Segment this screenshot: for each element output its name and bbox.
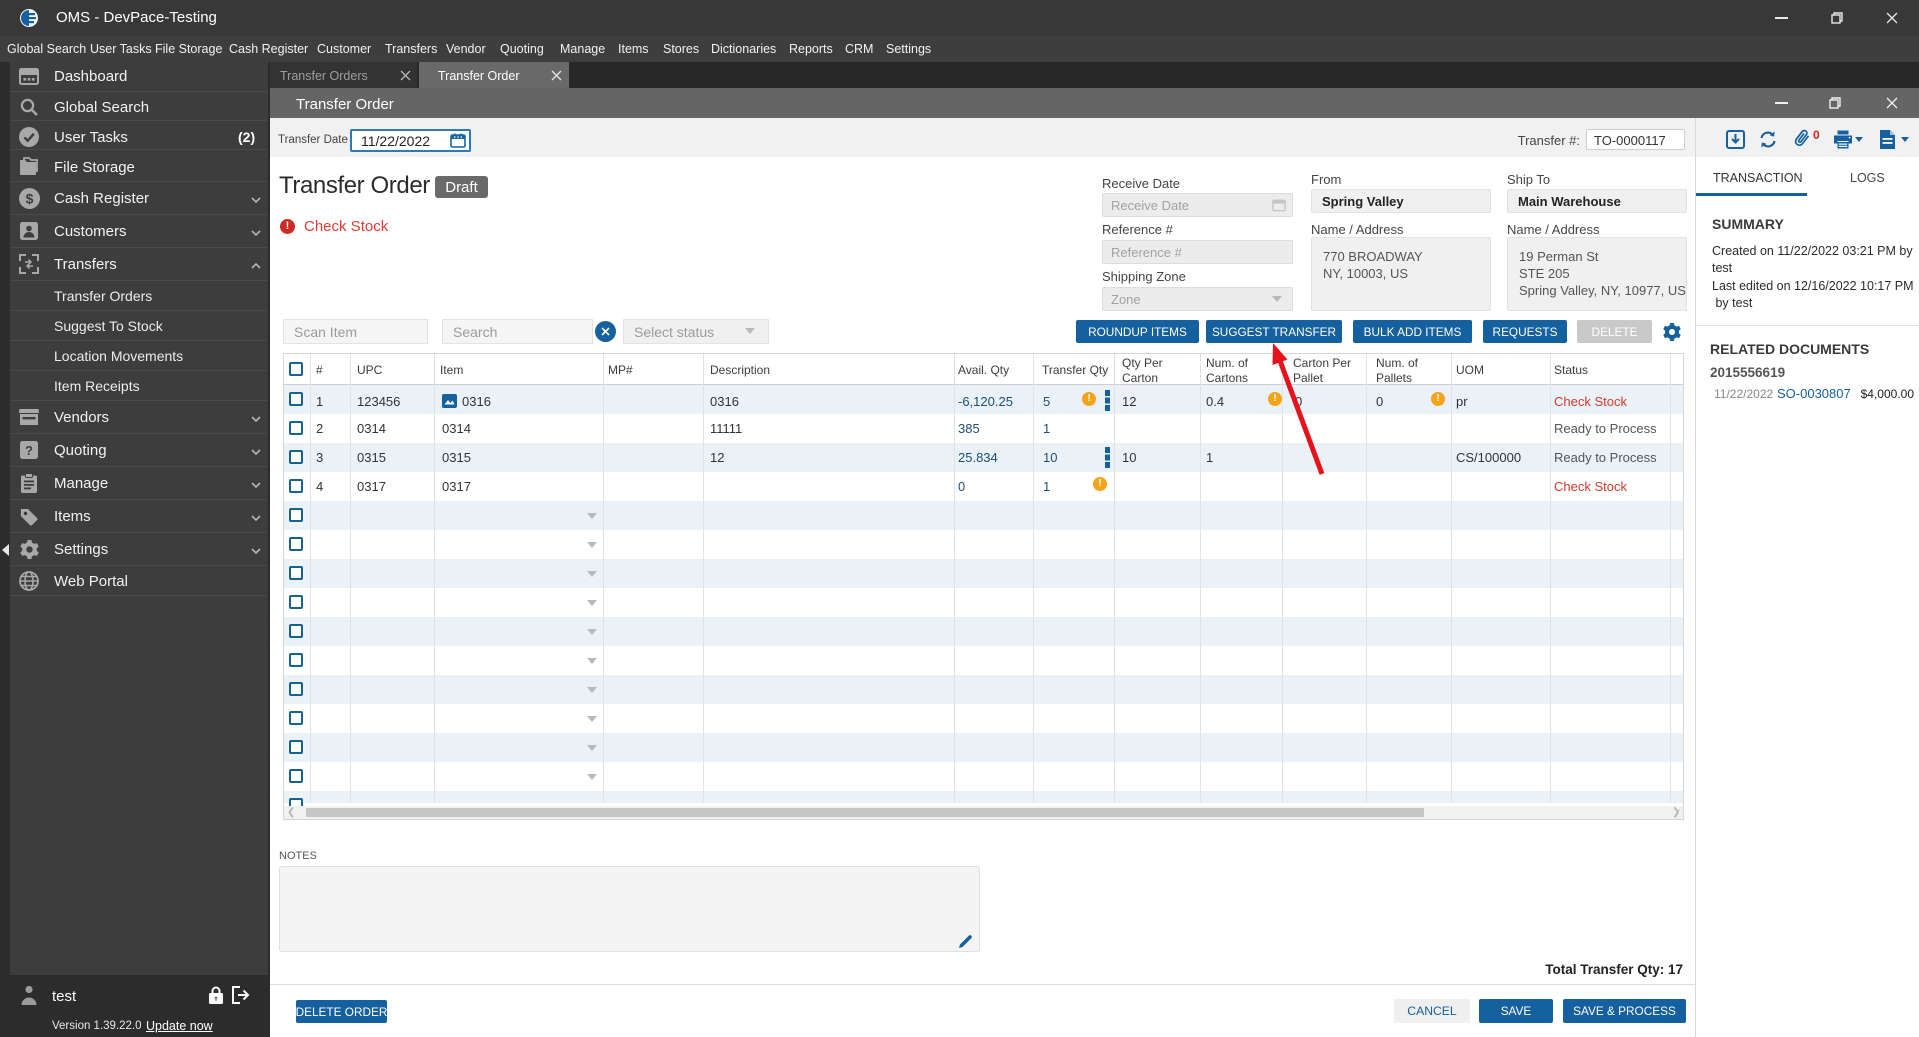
svg-text:?: ? — [25, 443, 33, 458]
svg-text:$: $ — [26, 191, 34, 207]
